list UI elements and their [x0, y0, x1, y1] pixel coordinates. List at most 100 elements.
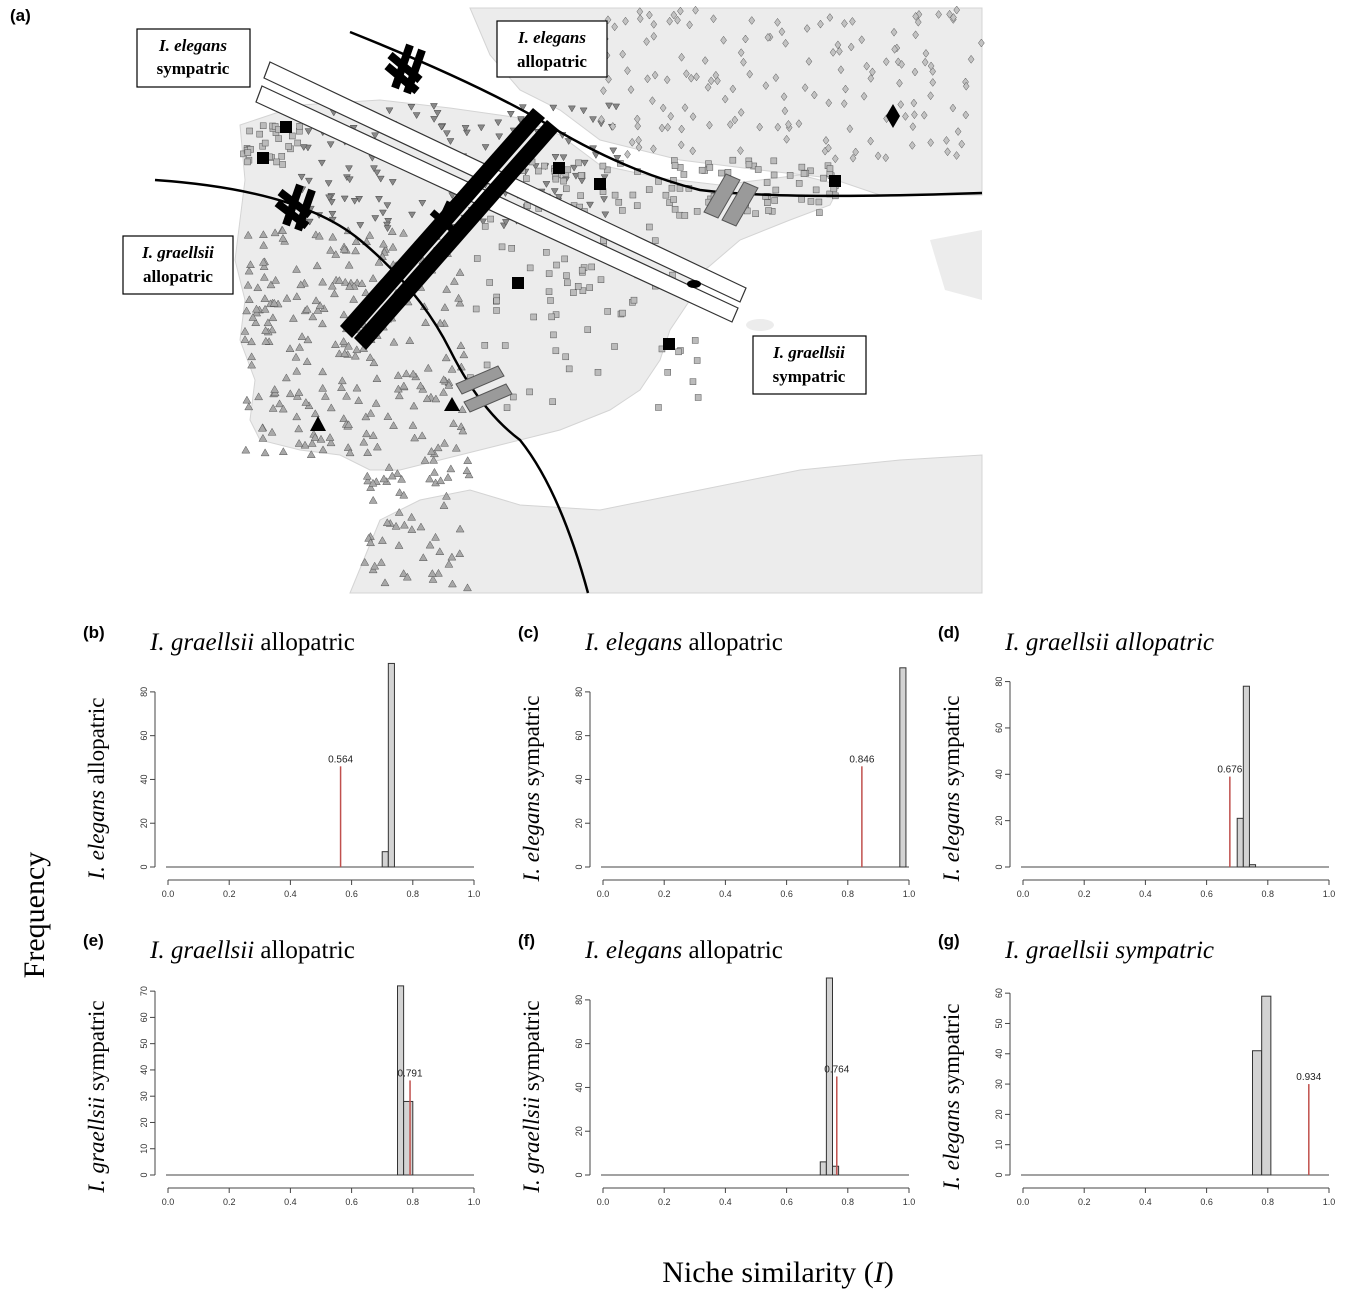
occurrence-square [578, 266, 586, 274]
occurrence-diamond [780, 92, 788, 102]
occurrence-triangle [243, 280, 253, 289]
occurrence-diamond [927, 91, 934, 101]
occurrence-square [481, 223, 489, 230]
occurrence-triangle [342, 391, 351, 400]
occurrence-triangle [420, 455, 430, 464]
occurrence-triangle [260, 448, 270, 457]
occurrence-triangle [268, 313, 278, 322]
distribution-map [154, 5, 985, 594]
occurrence-diamond [946, 9, 953, 19]
occurrence-inverted-triangle [383, 225, 392, 233]
occurrence-square [646, 223, 653, 231]
panel-letter: (g) [938, 931, 960, 950]
y-tick-label: 40 [994, 769, 1004, 779]
occurrence-inverted-triangle [299, 144, 308, 152]
occurrence-triangle [282, 293, 292, 302]
observed-value-label: 0.676 [1217, 765, 1242, 776]
occurrence-inverted-triangle [373, 169, 381, 177]
occurrence-triangle [246, 260, 255, 269]
occurrence-square [575, 159, 582, 167]
y-tick-label: 80 [574, 687, 584, 697]
occurrence-square [800, 170, 808, 177]
occurrence-triangle [401, 369, 411, 378]
occurrence-diamond [650, 144, 657, 154]
occurrence-diamond [834, 40, 842, 50]
gene-flow-bars-northeast [703, 173, 759, 227]
occurrence-triangle [405, 336, 415, 344]
occurrence-square [259, 122, 267, 130]
occurrence-diamond [832, 154, 839, 164]
occurrence-inverted-triangle [481, 144, 490, 152]
occurrence-triangle [421, 318, 431, 326]
y-tick-label: 50 [994, 1018, 1004, 1028]
occurrence-inverted-triangle [371, 215, 380, 222]
occurrence-diamond [692, 5, 699, 15]
occurrence-inverted-triangle [612, 103, 621, 111]
occurrence-diamond [911, 67, 919, 77]
occurrence-diamond [911, 110, 918, 120]
occurrence-inverted-triangle [613, 155, 622, 162]
occurrence-triangle [259, 240, 269, 249]
occurrence-triangle [312, 261, 322, 270]
occurrence-square [543, 249, 550, 256]
occurrence-triangle [302, 304, 312, 313]
occurrence-inverted-triangle [375, 196, 383, 203]
occurrence-triangle [366, 538, 375, 547]
occurrence-triangle [431, 394, 441, 403]
occurrence-triangle [260, 294, 270, 302]
occurrence-triangle [387, 471, 397, 480]
occurrence-diamond [785, 120, 792, 129]
panel-letter: (f) [518, 931, 535, 950]
occurrence-diamond [849, 153, 857, 163]
occurrence-diamond [644, 74, 651, 84]
occurrence-triangle [368, 478, 378, 487]
occurrence-square [278, 153, 286, 160]
occurrence-triangle [379, 474, 389, 483]
panel-title-status: sympatric [1115, 937, 1214, 964]
x-tick-label: 1.0 [1323, 1197, 1336, 1207]
x-tick-label: 0.8 [842, 889, 855, 899]
occurrence-triangle [243, 230, 253, 239]
occurrence-inverted-triangle [430, 116, 439, 123]
occurrence-diamond [935, 10, 942, 19]
observed-value-label: 0.934 [1296, 1072, 1321, 1083]
occurrence-diamond [774, 17, 781, 27]
map-label-species: I. elegans [158, 36, 227, 55]
panel-letter: (e) [83, 931, 104, 950]
occurrence-triangle [311, 296, 321, 305]
occurrence-triangle [451, 443, 461, 452]
occurrence-square [675, 348, 682, 356]
panel-y-label-status: sympatric [939, 696, 964, 787]
histogram-bar [1252, 1050, 1263, 1176]
occurrence-triangle [446, 464, 456, 473]
occurrence-diamond [962, 81, 970, 91]
occurrence-inverted-triangle [549, 104, 558, 112]
y-tick-label: 10 [139, 1144, 149, 1154]
occurrence-inverted-triangle [461, 125, 470, 132]
occurrence-square [570, 289, 577, 296]
occurrence-diamond [627, 85, 635, 95]
occurrence-triangle [439, 387, 448, 396]
occurrence-square [629, 191, 637, 199]
occurrence-diamond [912, 11, 919, 21]
occurrence-square [662, 191, 670, 199]
occurrence-diamond [825, 143, 832, 153]
x-tick-label: 1.0 [1323, 889, 1336, 899]
occurrence-diamond [882, 57, 890, 67]
x-tick-label: 0.8 [842, 1197, 855, 1207]
occurrence-square [472, 305, 480, 313]
occurrence-triangle [352, 383, 362, 392]
occurrence-square [597, 276, 605, 283]
occurrence-triangle [270, 385, 280, 393]
x-tick-label: 0.8 [407, 889, 420, 899]
occurrence-triangle [442, 491, 451, 500]
occurrence-triangle [252, 304, 261, 313]
occurrence-diamond [663, 75, 671, 85]
occurrence-square [619, 309, 626, 317]
histogram-bar [825, 977, 834, 1176]
occurrence-triangle [407, 525, 417, 533]
occurrence-triangle [325, 433, 335, 441]
panel-y-label-species: I. elegans [84, 784, 109, 880]
occurrence-inverted-triangle [340, 195, 349, 203]
